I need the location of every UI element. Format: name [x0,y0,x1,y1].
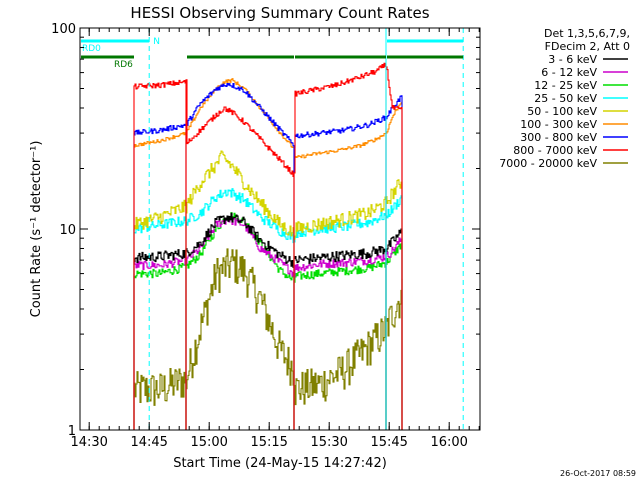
y-tick-label: 10 [59,223,76,238]
legend-header: Det 1,3,5,6,7,9, [544,27,630,40]
series-2 [133,215,403,430]
legend-label: 25 - 50 keV [534,92,597,105]
series-7 [133,82,403,430]
marker-layer [148,28,464,430]
legend-label: 7000 - 20000 keV [499,157,597,170]
legend: Det 1,3,5,6,7,9,FDecim 2, Att 03 - 6 keV… [499,27,630,170]
series-3 [133,212,403,430]
axis-layer: 14:30 14:45 15:00 15:15 15:30 15:45 16:00 1 10 10… [51,22,480,450]
state-bar-label: RD6 [114,60,133,70]
x-tick-label: 15:45 [370,435,407,450]
series-trace [133,188,403,430]
timestamp: 26-Oct-2017 08:59 [560,469,636,478]
series-trace [133,62,403,430]
state-bar-rd0: RD0 N [81,37,464,54]
series-trace [133,82,403,430]
x-tick-label: 16:00 [430,435,467,450]
y-axis-label: Count Rate (s⁻¹ detector⁻¹) [29,141,44,318]
x-tick-label: 15:15 [250,435,287,450]
legend-label: 3 - 6 keV [548,53,597,66]
series-4 [133,188,403,430]
series-trace [133,215,403,430]
state-bar-rd6: RD6 [81,55,464,70]
legend-header: FDecim 2, Att 0 [545,40,630,53]
x-axis-label: Start Time (24-May-15 14:27:42) [173,456,387,471]
series-trace [133,78,403,430]
series-6 [133,78,403,430]
state-bar-annotation: N [153,37,160,47]
legend-label: 800 - 7000 keV [513,144,597,157]
x-tick-label: 15:30 [310,435,347,450]
x-tick-label: 15:00 [190,435,227,450]
series-trace [133,150,403,430]
series-8 [133,62,403,430]
series-5 [133,150,403,430]
series-trace [133,248,403,430]
x-tick-label: 14:30 [70,435,107,450]
series-layer [133,62,403,430]
y-tick-label: 100 [51,22,76,37]
series-trace [133,212,403,430]
legend-label: 6 - 12 keV [541,66,597,79]
legend-label: 100 - 300 keV [520,118,597,131]
x-tick-label: 14:45 [130,435,167,450]
y-tick-label: 1 [68,424,76,439]
legend-label: 50 - 100 keV [527,105,597,118]
state-bar-label: RD0 [82,44,101,54]
legend-label: 300 - 800 keV [520,131,597,144]
series-0 [133,248,403,430]
state-bar-layer: RD0 N RD6 [81,37,464,70]
chart-title: HESSI Observing Summary Count Rates [130,4,429,22]
legend-label: 12 - 25 keV [534,79,597,92]
